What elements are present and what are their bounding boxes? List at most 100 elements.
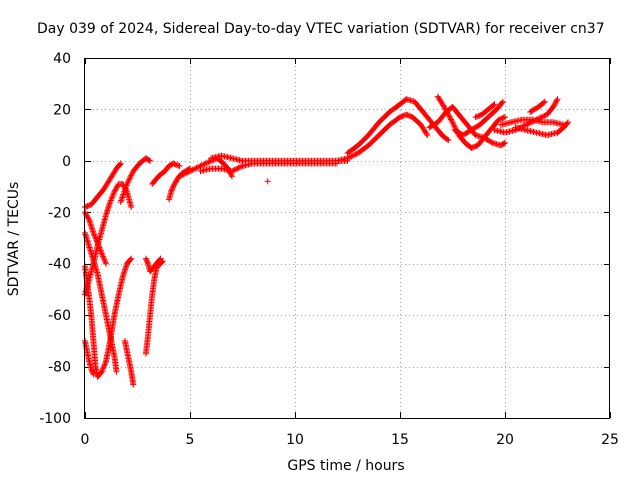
data-point [91,232,98,239]
data-point [112,187,119,194]
data-point [469,144,476,151]
data-point [352,151,359,158]
data-point [565,119,571,126]
data-point [541,98,548,105]
data-point [176,173,183,180]
data-point [404,112,411,119]
y-tick-label: -60 [48,308,71,324]
data-point [540,99,547,106]
data-point [118,196,125,202]
data-point [475,113,482,120]
data-point [551,101,558,108]
data-point [403,111,410,118]
data-point [143,258,150,265]
data-point [91,231,97,238]
data-point [124,179,131,186]
data-point [444,136,451,143]
data-point [502,114,508,121]
data-point [100,364,107,371]
data-point [190,166,197,173]
data-point [126,175,133,182]
y-axis-label: SDTVAR / TECUs [6,182,22,297]
data-point [128,204,135,211]
data-point [228,172,235,178]
data-point [117,160,124,167]
sat-track-s [334,111,431,164]
data-point [345,154,352,161]
data-point [197,163,204,169]
data-point [171,181,178,187]
data-point [98,250,105,257]
data-point [450,120,457,127]
data-point [107,197,114,204]
x-tick-label: 25 [601,432,619,448]
data-point [229,168,235,175]
data-point [399,113,406,120]
data-point [564,120,571,127]
data-point [118,197,125,204]
sat-track-v [434,93,508,151]
data-point [348,153,355,160]
data-point [398,113,405,120]
data-point [179,172,186,178]
data-point [170,160,177,167]
y-tick-label: -100 [39,411,71,427]
data-point [92,235,99,242]
data-point [109,194,115,201]
data-point [553,97,560,104]
data-point [351,152,358,159]
data-point [470,143,477,150]
axis-tick-labels: 0 5 10 15 20 25 -100 -80 -60 -40 -20 0 20 40 [39,51,619,448]
data-point [498,115,505,122]
data-point [114,183,121,190]
data-point [101,361,108,368]
data-point [347,154,354,160]
data-point [119,194,126,201]
data-point [236,164,243,171]
data-point [170,183,177,190]
data-point [202,160,209,167]
data-point [450,122,457,129]
data-point [194,164,201,171]
data-point [147,157,154,164]
data-point [201,161,208,168]
data-point [128,255,135,262]
data-point [185,168,192,175]
sat-track-x [472,101,498,121]
data-point [235,164,242,171]
data-point [230,167,237,174]
data-point [168,187,175,194]
data-point [98,368,105,375]
data-point [102,359,109,366]
data-point [96,244,103,251]
data-point [169,186,176,193]
y-tick-label: -20 [48,205,71,221]
data-point [111,188,118,195]
y-tick-label: 20 [53,102,71,118]
data-point [85,215,92,222]
sat-track-p [264,178,271,185]
data-point [102,259,109,266]
data-point [193,164,200,171]
data-point [204,159,211,166]
sat-track-z [497,116,567,128]
data-point [200,161,207,168]
data-point [125,178,132,185]
data-point [188,167,195,174]
sat-track-g [121,337,137,388]
sat-track-w [451,98,506,139]
data-point [157,255,164,262]
data-point [499,115,506,122]
data-point [424,132,431,139]
data-point [82,210,89,217]
data-point [553,98,560,105]
x-tick-label: 10 [286,432,304,448]
data-point [110,190,117,197]
y-tick-label: -80 [48,360,71,376]
data-point [89,368,96,375]
data-point [100,254,107,261]
data-point [108,196,115,203]
data-point [99,367,106,374]
data-point [198,162,205,169]
data-point [89,370,96,376]
